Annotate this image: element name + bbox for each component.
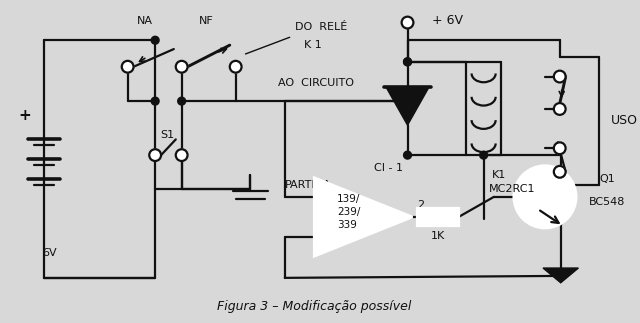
- Circle shape: [151, 36, 159, 44]
- Text: NF: NF: [199, 16, 214, 26]
- Circle shape: [480, 151, 488, 159]
- Circle shape: [404, 58, 412, 66]
- Circle shape: [402, 17, 413, 28]
- Circle shape: [122, 61, 134, 73]
- Circle shape: [176, 149, 188, 161]
- Text: USO: USO: [611, 114, 638, 127]
- Text: S1: S1: [160, 130, 174, 141]
- Polygon shape: [543, 268, 579, 283]
- Text: BC548: BC548: [589, 197, 625, 207]
- Circle shape: [151, 97, 159, 105]
- Polygon shape: [314, 178, 412, 256]
- Circle shape: [149, 149, 161, 161]
- Circle shape: [176, 61, 188, 73]
- Text: AO  CIRCUITO: AO CIRCUITO: [278, 78, 353, 89]
- Text: 2: 2: [417, 200, 424, 210]
- Circle shape: [554, 103, 566, 115]
- Text: NA: NA: [138, 16, 154, 26]
- Polygon shape: [386, 87, 429, 125]
- Text: K1: K1: [492, 170, 506, 180]
- Circle shape: [230, 61, 241, 73]
- Text: PARTIDA: PARTIDA: [285, 180, 332, 190]
- Text: MC2RC1: MC2RC1: [488, 184, 535, 194]
- Text: DO  RELÉ: DO RELÉ: [294, 23, 347, 32]
- Circle shape: [554, 142, 566, 154]
- Circle shape: [404, 58, 412, 66]
- Bar: [417, 208, 459, 226]
- Text: 1K: 1K: [431, 231, 445, 241]
- Text: Figura 3 – Modificação possível: Figura 3 – Modificação possível: [217, 300, 412, 313]
- Text: CI - 1: CI - 1: [374, 163, 403, 173]
- Circle shape: [513, 165, 577, 228]
- Text: K 1: K 1: [305, 40, 322, 50]
- Circle shape: [554, 166, 566, 178]
- Text: 139/
239/
339: 139/ 239/ 339: [337, 194, 360, 230]
- Circle shape: [404, 97, 412, 105]
- Text: +: +: [18, 108, 31, 123]
- Circle shape: [178, 97, 186, 105]
- Text: 6V: 6V: [42, 248, 56, 258]
- Circle shape: [404, 151, 412, 159]
- Circle shape: [554, 71, 566, 82]
- Text: + 6V: + 6V: [432, 14, 463, 27]
- Text: Q1: Q1: [599, 174, 615, 184]
